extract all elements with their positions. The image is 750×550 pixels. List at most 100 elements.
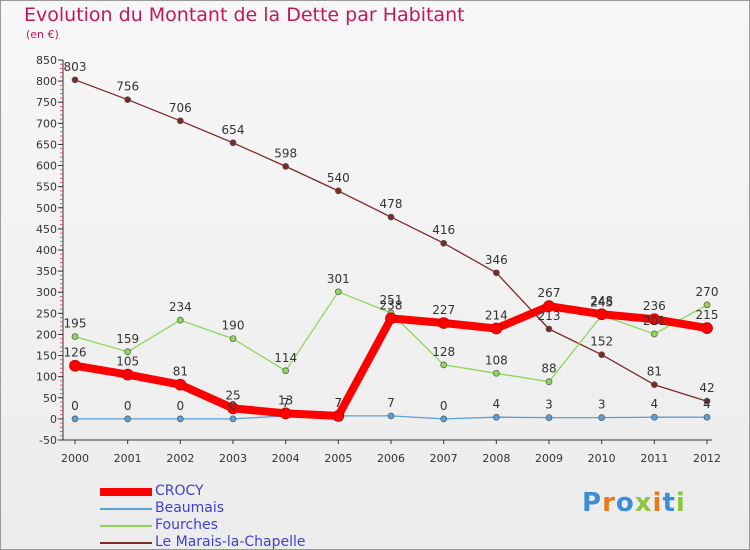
x-tick-label: 2000: [61, 452, 89, 465]
x-tick-label: 2004: [272, 452, 300, 465]
data-label: 346: [485, 253, 508, 267]
y-tick-label: 600: [36, 160, 57, 173]
x-tick-label: 2012: [693, 452, 721, 465]
data-point: [176, 316, 184, 324]
data-point: [703, 413, 711, 421]
data-point: [437, 317, 450, 329]
series-line-3: [74, 79, 708, 402]
data-point: [174, 378, 187, 391]
data-label: 88: [541, 362, 556, 376]
data-point: [176, 415, 184, 423]
data-label: 214: [485, 309, 508, 323]
data-label: 81: [647, 365, 662, 379]
data-label: 81: [173, 365, 188, 379]
series-lines: [71, 79, 711, 420]
y-tick-label: 800: [36, 75, 57, 88]
data-point: [703, 397, 711, 405]
axes: -500501001502002503003504004505005506006…: [36, 54, 721, 465]
data-point: [650, 330, 658, 338]
proxiti-logo: Proxiti: [582, 488, 686, 518]
data-point: [701, 322, 713, 334]
x-tick-label: 2005: [324, 452, 352, 465]
x-tick-label: 2007: [430, 452, 458, 465]
data-point: [71, 76, 79, 84]
data-label: 13: [278, 393, 293, 407]
data-label: 152: [590, 335, 613, 349]
data-point: [545, 325, 553, 333]
data-point: [282, 367, 290, 375]
y-tick-label: 250: [36, 307, 57, 320]
data-label: 215: [696, 308, 719, 322]
data-label: 201: [643, 314, 666, 328]
data-point: [598, 414, 606, 421]
data-point: [121, 368, 134, 381]
data-label: 236: [643, 299, 666, 313]
data-label: 7: [335, 396, 343, 410]
chart-title: Evolution du Montant de la Dette par Hab…: [24, 4, 465, 26]
y-tick-label: 450: [36, 223, 57, 236]
data-point: [650, 381, 658, 389]
data-label: 654: [222, 123, 245, 137]
y-tick-label: 550: [36, 181, 57, 194]
data-point: [229, 335, 237, 343]
data-label: 42: [699, 381, 714, 395]
data-label: 159: [116, 332, 139, 346]
legend-label-fourches: Fourches: [155, 517, 218, 533]
data-point: [71, 333, 79, 340]
data-label: 128: [432, 345, 455, 359]
data-point: [385, 312, 397, 325]
data-label: 540: [327, 171, 350, 185]
y-tick-label: 750: [36, 96, 57, 109]
data-label: 4: [651, 397, 659, 411]
data-point: [334, 187, 342, 195]
data-label: 3: [598, 398, 606, 412]
data-point: [282, 163, 290, 170]
data-label: 105: [116, 355, 139, 369]
y-tick-label: 200: [36, 328, 57, 341]
y-tick-label: 150: [36, 350, 57, 363]
x-tick-label: 2008: [482, 452, 510, 465]
data-point: [387, 213, 395, 221]
data-label: 270: [696, 285, 719, 299]
data-label: 301: [327, 272, 350, 286]
data-label: 108: [485, 353, 508, 367]
data-label: 0: [124, 399, 132, 413]
data-label: 0: [440, 399, 448, 413]
chart-subtitle: (en €): [26, 28, 59, 41]
data-point: [69, 359, 81, 372]
x-tick-label: 2009: [535, 452, 563, 465]
data-point: [124, 96, 132, 104]
legend-swatch-fourches: [100, 525, 152, 527]
data-point: [545, 414, 553, 421]
data-point: [334, 288, 342, 296]
data-point: [229, 415, 237, 423]
y-tick-label: 700: [36, 117, 57, 130]
data-point: [703, 301, 711, 309]
data-label: 598: [274, 146, 297, 160]
data-point: [440, 415, 448, 423]
data-label: 803: [64, 60, 87, 74]
data-point: [332, 410, 345, 422]
data-label: 7: [335, 396, 343, 410]
data-label: 114: [274, 351, 297, 365]
legend-label-beaumais: Beaumais: [155, 500, 225, 516]
data-point: [176, 117, 184, 125]
y-tick-label: 300: [36, 286, 57, 299]
data-point: [543, 300, 555, 313]
data-label: 251: [380, 293, 403, 307]
data-point: [595, 308, 608, 321]
x-tick-label: 2002: [166, 452, 194, 465]
data-point: [490, 322, 503, 335]
y-tick-label: 500: [36, 202, 57, 215]
data-label: 4: [703, 397, 711, 411]
data-label: 0: [177, 399, 185, 413]
data-point: [648, 313, 661, 326]
legend-label-crocy: CROCY: [155, 483, 204, 499]
data-label: 7: [282, 396, 290, 410]
data-point: [124, 348, 132, 356]
x-tick-label: 2003: [219, 452, 247, 465]
data-label: 0: [71, 399, 79, 413]
data-label: 245: [590, 295, 613, 309]
data-label: 3: [545, 398, 553, 412]
